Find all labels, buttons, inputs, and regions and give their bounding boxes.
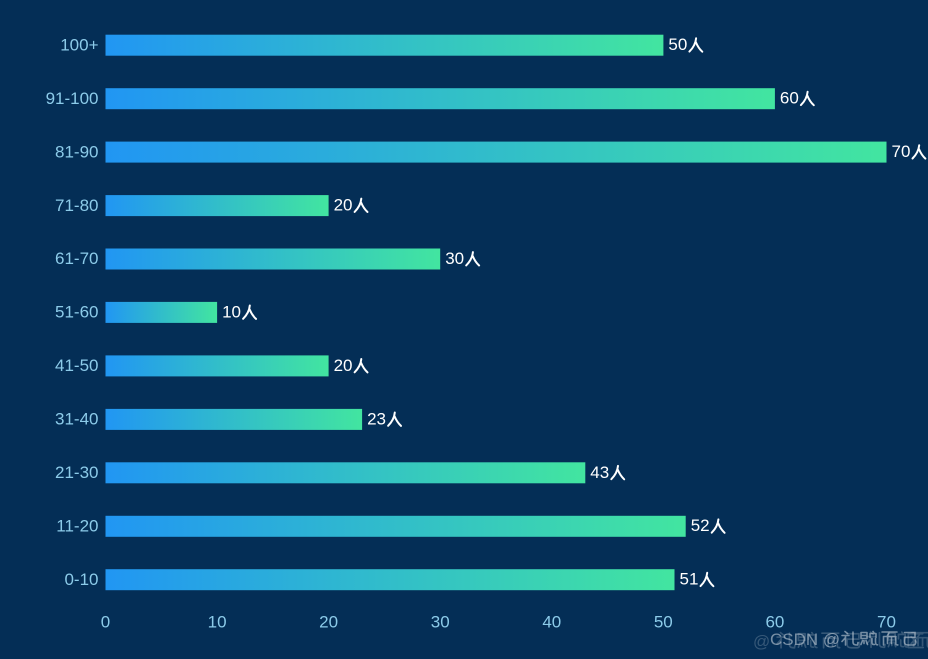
- svg-text:21-30: 21-30: [55, 463, 98, 482]
- svg-text:10: 10: [222, 302, 241, 321]
- svg-text:91-100: 91-100: [46, 89, 99, 108]
- svg-text:43: 43: [590, 463, 609, 482]
- svg-text:10: 10: [208, 613, 227, 632]
- svg-text:41-50: 41-50: [55, 356, 98, 375]
- svg-text:61-70: 61-70: [55, 249, 98, 268]
- svg-text:0-10: 0-10: [64, 570, 98, 589]
- svg-text:20: 20: [334, 196, 353, 215]
- svg-text:31-40: 31-40: [55, 410, 98, 429]
- svg-text:70: 70: [892, 142, 911, 161]
- svg-text:0: 0: [101, 613, 110, 632]
- svg-text:60: 60: [765, 613, 784, 632]
- svg-text:70: 70: [877, 613, 896, 632]
- svg-text:100+: 100+: [60, 35, 98, 54]
- svg-text:30: 30: [445, 249, 464, 268]
- svg-text:@: @: [753, 632, 770, 651]
- svg-text:23: 23: [367, 409, 386, 428]
- svg-text:30: 30: [431, 613, 450, 632]
- svg-text:52: 52: [691, 516, 710, 535]
- svg-text:11-20: 11-20: [56, 517, 98, 536]
- svg-text:60: 60: [780, 89, 799, 108]
- svg-text:81-90: 81-90: [55, 142, 98, 161]
- svg-text:50: 50: [654, 613, 673, 632]
- svg-text:40: 40: [542, 613, 561, 632]
- svg-text:CSDN @: CSDN @: [770, 630, 840, 649]
- svg-text:51: 51: [680, 570, 699, 589]
- svg-text:50: 50: [668, 35, 687, 54]
- svg-text:51-60: 51-60: [55, 303, 98, 322]
- svg-text:20: 20: [334, 356, 353, 375]
- svg-text:71-80: 71-80: [55, 196, 98, 215]
- svg-text:20: 20: [319, 613, 338, 632]
